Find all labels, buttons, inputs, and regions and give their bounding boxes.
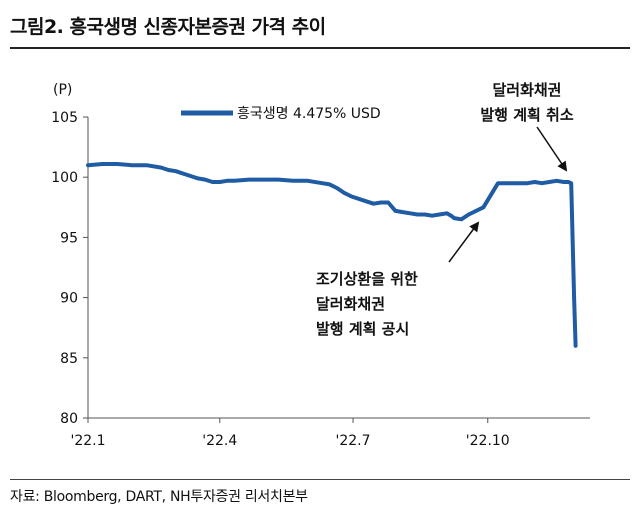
y-tick-label: 105	[51, 110, 78, 126]
annotation-notice-text: 조기상환을 위한	[316, 270, 418, 288]
title-divider	[10, 47, 630, 49]
series-line	[86, 162, 578, 348]
x-tick-label: '22.7	[336, 433, 371, 449]
annotation-cancel-text: 발행 계획 취소	[480, 106, 573, 124]
source-note: 자료: Bloomberg, DART, NH투자증권 리서치본부	[10, 489, 308, 505]
annotation-notice-arrow	[448, 221, 480, 263]
x-tick-label: '22.1	[70, 433, 105, 449]
annotation-cancel-text: 달러화채권	[492, 81, 561, 99]
x-tick-label: '22.10	[466, 433, 510, 449]
x-tick-label: '22.4	[202, 433, 237, 449]
annotation-notice-text: 발행 계획 공시	[316, 320, 409, 338]
chart-title: 그림2. 흥국생명 신종자본증권 가격 추이	[10, 16, 326, 38]
y-tick-label: 90	[60, 291, 78, 307]
y-tick-label: 85	[60, 351, 78, 367]
y-tick-label: 95	[60, 230, 78, 246]
y-tick-label: 80	[60, 411, 78, 427]
annotation-cancel-arrow	[536, 126, 568, 172]
annotation-notice-text: 달러화채권	[316, 295, 385, 313]
y-tick-label: 100	[51, 170, 78, 186]
y-axis-unit-label: (P)	[53, 82, 72, 98]
chart: 80 85 90 95 100 105 (P) '22.1 '22.4 '22.7 '22.10 흥…	[51, 81, 590, 449]
footer-divider	[10, 479, 630, 480]
legend-label: 흥국생명 4.475% USD	[237, 106, 381, 122]
